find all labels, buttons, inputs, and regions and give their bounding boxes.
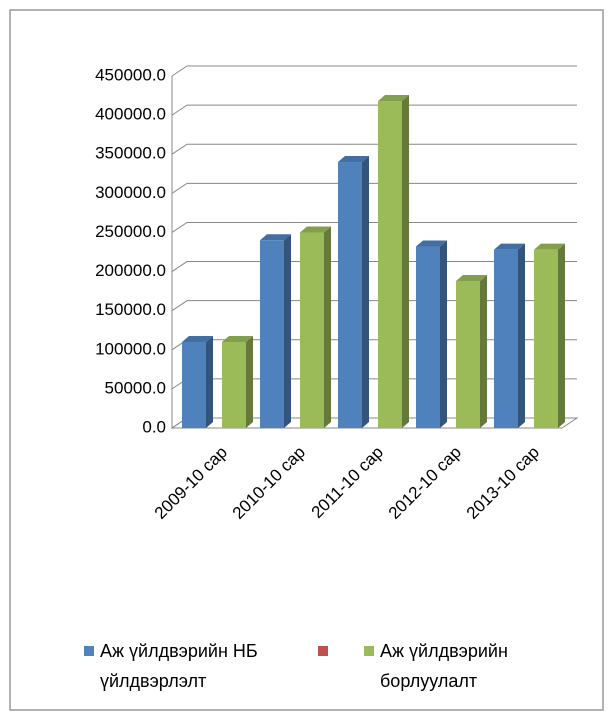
x-tick-label: 2013-10 сар xyxy=(463,443,543,523)
bar xyxy=(182,341,206,428)
bar-side xyxy=(518,243,525,428)
bar-top xyxy=(338,156,369,163)
y-tick-label: 450000.0 xyxy=(95,65,166,84)
legend-label: Аж үйлдвэрийн борлуулалт xyxy=(380,641,508,691)
legend-swatch xyxy=(318,646,328,656)
grid-line xyxy=(171,182,577,194)
bar-side xyxy=(440,240,447,428)
bar-side xyxy=(246,335,253,428)
grid-line xyxy=(171,65,577,77)
bar-side xyxy=(402,95,409,428)
legend-swatch xyxy=(364,646,374,656)
legend-label: Аж үйлдвэрийн НБ үйлдвэрлэлт xyxy=(100,641,258,691)
bar-side xyxy=(480,274,487,428)
bar-top xyxy=(416,240,447,247)
x-tick-label: 2012-10 сар xyxy=(385,443,465,523)
bar-top xyxy=(182,335,213,342)
grid-line xyxy=(171,221,577,233)
y-tick-label: 0.0 xyxy=(142,417,166,436)
bar xyxy=(494,249,518,428)
x-tick-label: 2011-10 сар xyxy=(308,443,387,522)
bar xyxy=(260,240,284,428)
bar-top xyxy=(260,234,291,241)
y-tick-label: 250000.0 xyxy=(95,222,166,241)
y-tick-label: 400000.0 xyxy=(95,105,166,124)
bar-top xyxy=(378,95,409,102)
bar xyxy=(416,246,440,428)
grid-line xyxy=(171,104,577,116)
y-tick-label: 50000.0 xyxy=(105,378,166,397)
x-tick-label: 2009-10 сар xyxy=(151,443,231,523)
bar xyxy=(534,249,558,428)
bar-side xyxy=(324,226,331,428)
bar-side xyxy=(558,243,565,428)
y-tick-label: 300000.0 xyxy=(95,183,166,202)
bar-side xyxy=(206,335,213,428)
grid-line xyxy=(171,143,577,155)
bar xyxy=(456,280,480,428)
y-tick-label: 350000.0 xyxy=(95,144,166,163)
bar xyxy=(378,101,402,428)
y-tick-label: 150000.0 xyxy=(95,300,166,319)
x-tick-label: 2010-10 сар xyxy=(229,443,309,523)
bar-top xyxy=(494,243,525,250)
bar-side xyxy=(362,156,369,429)
bar-top xyxy=(534,243,565,250)
y-tick-label: 200000.0 xyxy=(95,261,166,280)
bar xyxy=(222,341,246,428)
bar-top xyxy=(456,274,487,281)
bar-top xyxy=(300,226,331,233)
legend-swatch xyxy=(84,646,94,656)
bar-side xyxy=(284,234,291,428)
bar xyxy=(338,162,362,429)
bar-top xyxy=(222,335,253,342)
y-tick-label: 100000.0 xyxy=(95,339,166,358)
bar xyxy=(300,232,324,428)
chart-border xyxy=(9,9,604,711)
